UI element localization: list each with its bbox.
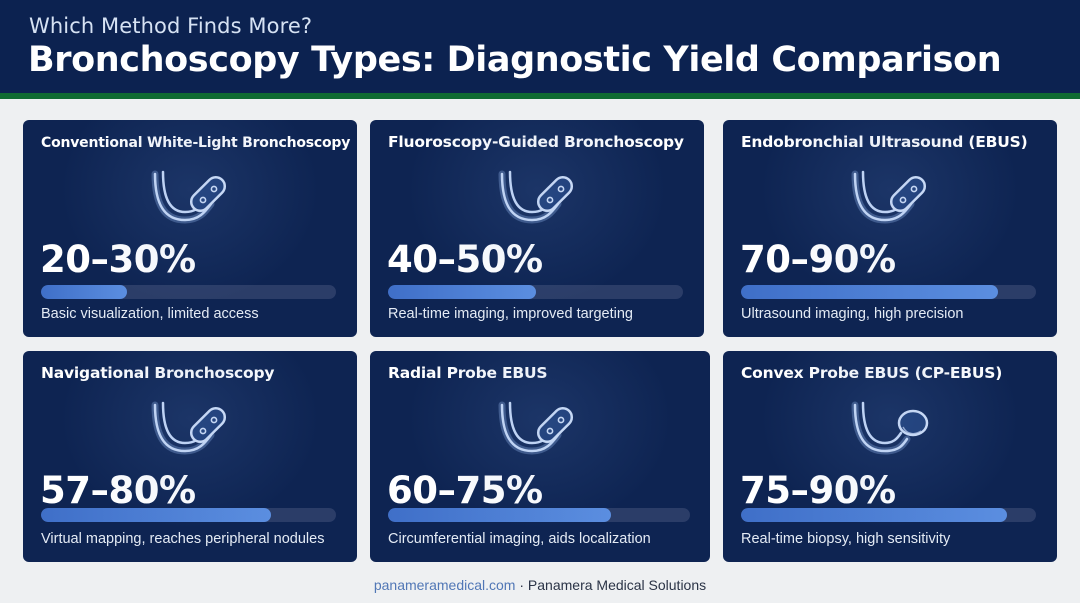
- bronchoscope-icon: [498, 170, 574, 224]
- yield-value: 75–90%: [740, 469, 896, 512]
- card-fluoroscopy-bronchoscopy: Fluoroscopy-Guided Bronchoscopy 40–50% R…: [370, 120, 704, 337]
- card-description: Basic visualization, limited access: [41, 306, 259, 322]
- yield-value: 60–75%: [387, 469, 543, 512]
- yield-bar-fill: [388, 285, 536, 299]
- yield-bar-fill: [41, 285, 127, 299]
- card-description: Virtual mapping, reaches peripheral nodu…: [41, 531, 325, 547]
- card-title: Fluoroscopy-Guided Bronchoscopy: [388, 133, 684, 151]
- card-conventional-bronchoscopy: Conventional White-Light Bronchoscopy 20…: [23, 120, 357, 337]
- header-subtitle: Which Method Finds More?: [29, 14, 313, 38]
- yield-bar: [41, 508, 336, 522]
- footer-site-link[interactable]: panameramedical.com: [373, 577, 516, 593]
- card-description: Circumferential imaging, aids localizati…: [388, 531, 651, 547]
- card-navigational-bronchoscopy: Navigational Bronchoscopy 57–80% Virtual…: [23, 351, 357, 562]
- comparison-grid: Conventional White-Light Bronchoscopy 20…: [23, 120, 1057, 562]
- card-radial-probe-ebus: Radial Probe EBUS 60–75% Circumferential…: [370, 351, 710, 562]
- card-title: Conventional White-Light Bronchoscopy: [41, 135, 351, 151]
- yield-bar-fill: [41, 508, 272, 522]
- yield-value: 70–90%: [740, 238, 896, 281]
- yield-value: 20–30%: [40, 238, 196, 281]
- convex-probe-icon: [851, 401, 929, 455]
- footer: panameramedical.com · Panamera Medical S…: [0, 577, 1080, 593]
- yield-bar: [741, 508, 1036, 522]
- card-description: Real-time biopsy, high sensitivity: [741, 531, 951, 547]
- page-title: Bronchoscopy Types: Diagnostic Yield Com…: [28, 40, 1002, 80]
- card-title: Endobronchial Ultrasound (EBUS): [741, 133, 1028, 151]
- card-title: Convex Probe EBUS (CP-EBUS): [741, 364, 1003, 382]
- bronchoscope-icon: [851, 170, 927, 224]
- yield-bar-fill: [388, 508, 612, 522]
- yield-bar-fill: [741, 285, 998, 299]
- card-description: Real-time imaging, improved targeting: [388, 306, 633, 322]
- yield-bar: [41, 285, 336, 299]
- accent-stripe: [0, 93, 1080, 99]
- footer-separator: ·: [515, 577, 528, 593]
- yield-value: 57–80%: [40, 469, 196, 512]
- card-ebus: Endobronchial Ultrasound (EBUS) 70–90% U…: [723, 120, 1057, 337]
- card-description: Ultrasound imaging, high precision: [741, 306, 964, 322]
- card-title: Navigational Bronchoscopy: [41, 364, 275, 382]
- bronchoscope-icon: [151, 170, 227, 224]
- yield-value: 40–50%: [387, 238, 543, 281]
- card-title: Radial Probe EBUS: [388, 364, 548, 382]
- footer-company: Panamera Medical Solutions: [527, 577, 707, 593]
- card-convex-probe-ebus: Convex Probe EBUS (CP-EBUS) 75–90% Real-…: [723, 351, 1057, 562]
- yield-bar-fill: [741, 508, 1007, 522]
- bronchoscope-icon: [151, 401, 227, 455]
- yield-bar: [741, 285, 1036, 299]
- bronchoscope-icon: [498, 401, 574, 455]
- header-banner: Which Method Finds More? Bronchoscopy Ty…: [0, 0, 1080, 93]
- yield-bar: [388, 508, 690, 522]
- yield-bar: [388, 285, 683, 299]
